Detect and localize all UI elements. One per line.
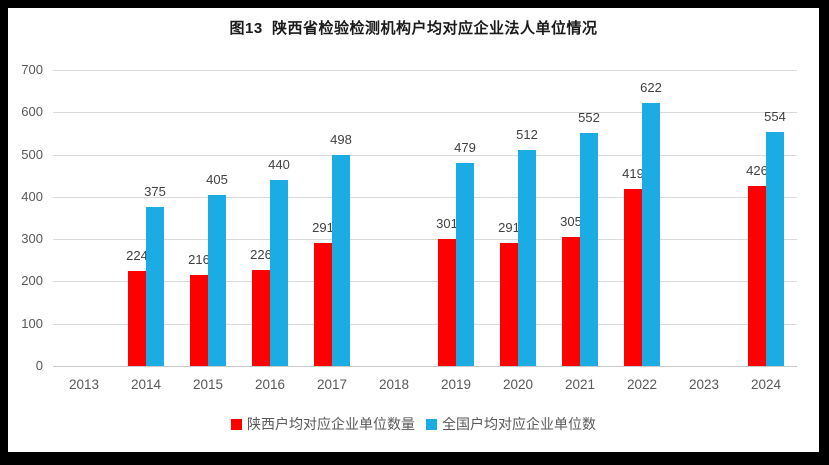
- bar-value-label-national: 498: [330, 132, 352, 148]
- bar-shaanxi: [438, 238, 456, 366]
- bar-value-label-shaanxi: 426: [746, 162, 768, 178]
- bar-value-label-shaanxi: 224: [126, 248, 148, 264]
- x-tick-label: 2024: [750, 377, 782, 392]
- legend-swatch-national: [426, 418, 437, 430]
- y-tick-label: 400: [21, 188, 43, 204]
- bar-shaanxi: [314, 242, 332, 366]
- y-tick-label: 0: [35, 358, 43, 373]
- bar-shaanxi: [500, 242, 518, 366]
- bar-national: [766, 131, 784, 366]
- bar-national: [146, 207, 164, 366]
- bar-value-label-shaanxi: 216: [188, 251, 210, 267]
- y-tick-label: 300: [21, 231, 43, 247]
- legend-label-national: 全国户均对应企业单位数: [442, 416, 596, 432]
- legend-item-shaanxi: 陕西户均对应企业单位数量: [231, 414, 415, 434]
- bar-national: [518, 149, 536, 366]
- bar-shaanxi: [128, 271, 146, 366]
- x-tick-label: 2020: [502, 377, 534, 392]
- gridline: [53, 154, 797, 156]
- bar-value-label-national: 375: [144, 184, 166, 200]
- bar-shaanxi: [252, 270, 270, 366]
- gridline: [53, 196, 797, 198]
- bar-value-label-national: 512: [516, 126, 538, 142]
- bar-shaanxi: [562, 237, 580, 366]
- bar-value-label-national: 552: [578, 109, 600, 125]
- x-tick-label: 2014: [130, 377, 162, 392]
- bar-value-label-shaanxi: 419: [622, 165, 644, 181]
- gridline: [53, 70, 797, 71]
- bar-national: [642, 102, 660, 366]
- bar-value-label-national: 479: [454, 140, 476, 156]
- x-tick-label: 2021: [564, 377, 596, 392]
- legend-item-national: 全国户均对应企业单位数: [426, 414, 596, 434]
- bar-value-label-shaanxi: 305: [560, 214, 582, 230]
- y-tick-label: 500: [21, 146, 43, 162]
- y-tick-label: 200: [21, 273, 43, 289]
- bar-shaanxi: [624, 188, 642, 366]
- bar-national: [456, 163, 474, 366]
- bar-shaanxi: [190, 274, 208, 366]
- bar-value-label-national: 554: [764, 108, 786, 124]
- x-tick-label: 2023: [688, 377, 720, 392]
- y-tick-label: 100: [21, 315, 43, 331]
- x-tick-label: 2017: [316, 377, 348, 392]
- bar-value-label-shaanxi: 291: [498, 219, 520, 235]
- legend-swatch-shaanxi: [231, 418, 242, 430]
- bar-value-label-national: 440: [268, 156, 290, 172]
- bar-national: [208, 194, 226, 366]
- bar-value-label-national: 405: [206, 171, 228, 187]
- x-tick-label: 2018: [378, 377, 410, 392]
- x-tick-label: 2015: [192, 377, 224, 392]
- bar-value-label-shaanxi: 291: [312, 219, 334, 235]
- y-axis: 0 100 200 300 400 500 600 700: [8, 62, 45, 373]
- chart-title: 图13 陕西省检验检测机构户均对应企业法人单位情况: [229, 20, 598, 37]
- x-tick-label: 2019: [440, 377, 472, 392]
- x-tick-label: 2016: [254, 377, 286, 392]
- bar-value-label-shaanxi: 226: [250, 247, 272, 263]
- legend-label-shaanxi: 陕西户均对应企业单位数量: [247, 416, 415, 432]
- gridline: [53, 323, 797, 325]
- bar-national: [270, 179, 288, 366]
- bar-value-label-shaanxi: 301: [436, 215, 458, 231]
- bar-value-label-national: 622: [640, 79, 662, 95]
- bar-national: [580, 132, 598, 366]
- gridline: [53, 112, 797, 114]
- gridline: [53, 239, 797, 241]
- y-tick-label: 600: [21, 104, 43, 120]
- bar-national: [332, 155, 350, 366]
- x-axis: 2013 2014 2015 2016 2017 2018 2019 2020 2021 2022…: [53, 372, 797, 396]
- plot-area: 224 216 226 291 301 291 305 419 426 375 405 440 498 4…: [53, 70, 797, 367]
- x-tick-label: 2013: [68, 377, 100, 392]
- y-tick-label: 700: [21, 62, 43, 77]
- bar-shaanxi: [748, 185, 766, 366]
- legend: 陕西户均对应企业单位数量 全国户均对应企业单位数: [8, 414, 819, 434]
- x-tick-label: 2022: [626, 377, 658, 392]
- gridline: [53, 281, 797, 283]
